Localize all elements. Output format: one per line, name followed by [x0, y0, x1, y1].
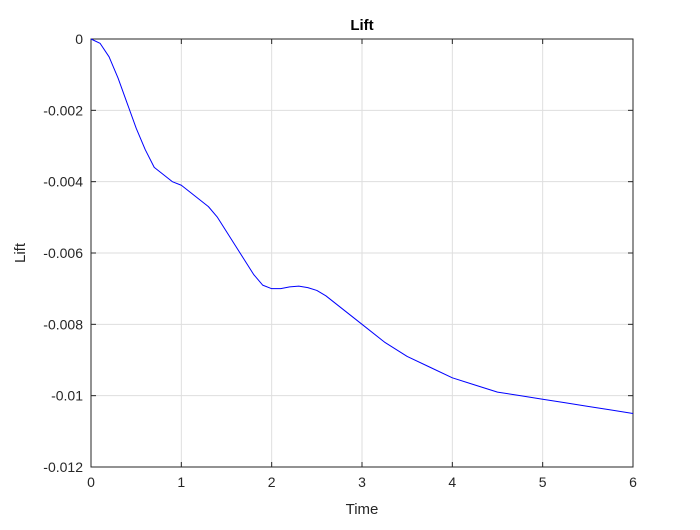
ticks: 0 1 2 3 4 5 6 0 -0.002 -0.004 -0.006 -0.008 -0.01 -0.… [43, 31, 637, 490]
series-layer [90, 38, 634, 414]
y-tick-label: -0.006 [43, 245, 83, 261]
x-tick-label: 0 [87, 474, 95, 490]
y-axis-label: Lift [12, 242, 29, 263]
x-axis-label: Time [346, 501, 379, 518]
y-tick-label: -0.01 [51, 388, 83, 404]
lift-series-line [90, 38, 634, 414]
x-tick-label: 6 [629, 474, 637, 490]
x-tick-label: 2 [268, 474, 276, 490]
x-tick-label: 4 [448, 474, 456, 490]
y-tick-label: -0.008 [43, 316, 83, 332]
grid [90, 38, 634, 468]
y-tick-label: -0.012 [43, 459, 83, 475]
chart-title: Lift [350, 17, 373, 34]
x-tick-label: 3 [358, 474, 366, 490]
y-tick-label: -0.004 [43, 174, 83, 190]
x-tick-label: 5 [539, 474, 547, 490]
y-tick-label: 0 [75, 31, 83, 47]
x-tick-label: 1 [177, 474, 185, 490]
y-tick-label: -0.002 [43, 102, 83, 118]
